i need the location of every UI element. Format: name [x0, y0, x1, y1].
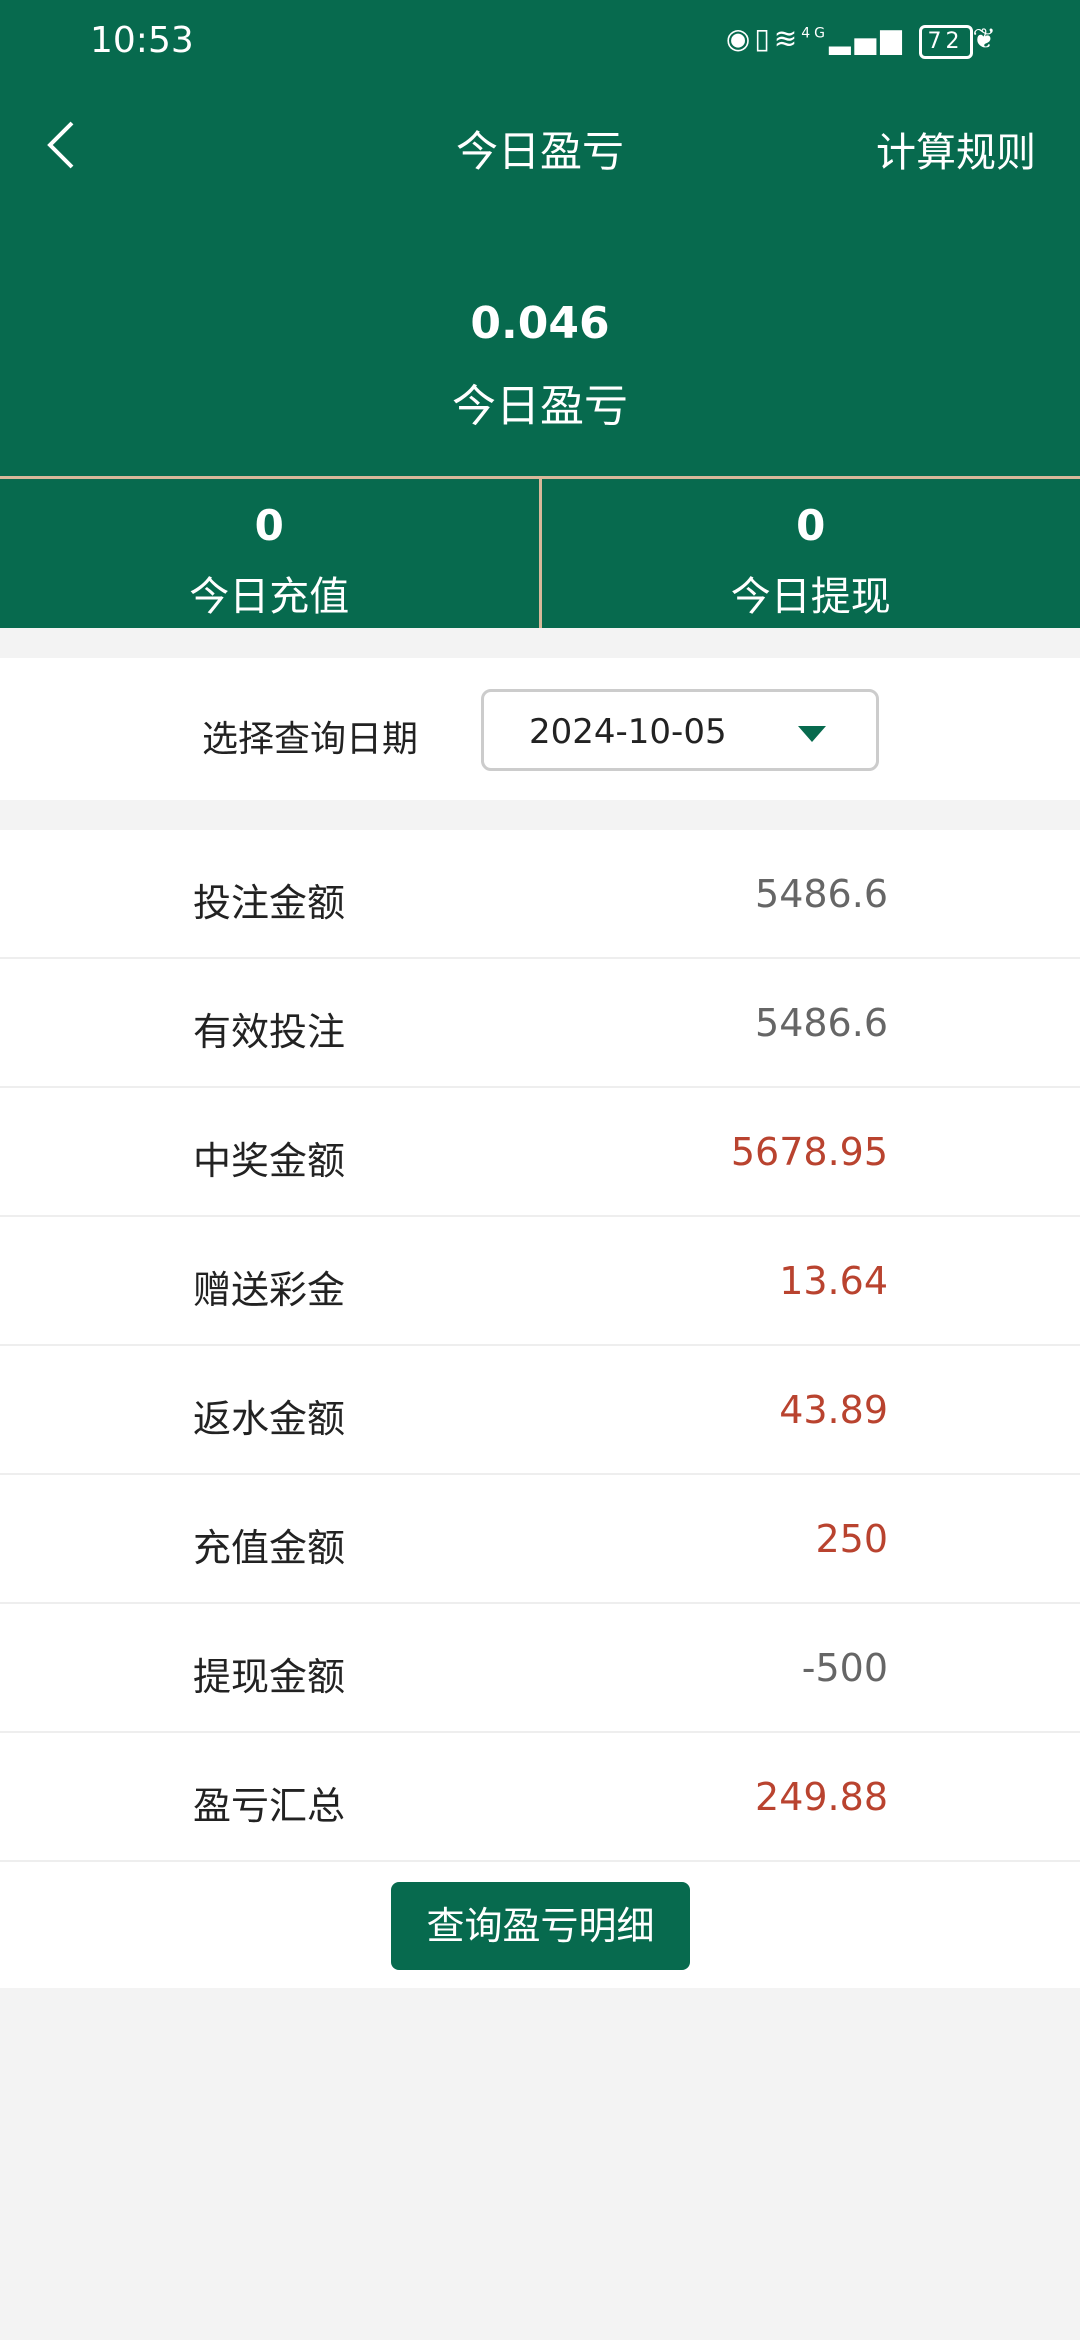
list-item: 投注金额 5486.6 — [0, 830, 1080, 959]
stat-recharge: 0 今日充值 — [0, 479, 539, 628]
stat-label: 今日充值 — [189, 574, 350, 620]
item-value: 13.64 — [779, 1259, 888, 1303]
list-item: 提现金额 -500 — [0, 1604, 1080, 1733]
header: 10:53 ◉▯≋4G▂▄▆ 72 ❦ 今日盈亏 计算规则 0.046 今日盈亏 — [0, 0, 1080, 476]
item-label: 提现金额 — [193, 1655, 346, 1699]
list-item: 赠送彩金 13.64 — [0, 1217, 1080, 1346]
item-label: 充值金额 — [193, 1526, 346, 1570]
item-value: 249.88 — [755, 1775, 888, 1819]
date-select[interactable]: 2024-10-05 — [481, 689, 879, 771]
vibrate-icon: ▯ — [754, 22, 774, 55]
footer: 查询盈亏明细 — [0, 1862, 1080, 1988]
battery-icon: 72 — [918, 25, 973, 59]
stat-value: 0 — [254, 501, 284, 550]
leaf-icon: ❦ — [972, 22, 1000, 55]
eye-icon: ◉ — [725, 22, 755, 55]
item-value: 250 — [815, 1517, 888, 1561]
stat-withdraw: 0 今日提现 — [538, 479, 1080, 628]
list-item: 中奖金额 5678.95 — [0, 1088, 1080, 1217]
page-title: 今日盈亏 — [455, 127, 624, 176]
caret-down-icon — [798, 726, 826, 742]
item-label: 有效投注 — [193, 1010, 346, 1054]
back-icon[interactable] — [40, 115, 100, 175]
wifi-icon: ≋ — [773, 22, 802, 55]
list-item: 充值金额 250 — [0, 1475, 1080, 1604]
stat-label: 今日提现 — [730, 574, 891, 620]
item-value: -500 — [801, 1646, 888, 1690]
query-details-button[interactable]: 查询盈亏明细 — [391, 1882, 690, 1970]
item-label: 投注金额 — [193, 881, 346, 925]
network-type: 4G — [801, 25, 830, 42]
item-label: 赠送彩金 — [193, 1268, 346, 1312]
today-profit-value: 0.046 — [470, 298, 610, 349]
status-icons: ◉▯≋4G▂▄▆ 72 ❦ — [726, 22, 1000, 59]
signal-icon: ▂▄▆ — [829, 22, 906, 55]
date-label: 选择查询日期 — [202, 719, 419, 760]
list-item: 有效投注 5486.6 — [0, 959, 1080, 1088]
date-filter: 选择查询日期 2024-10-05 — [0, 658, 1080, 800]
item-value: 5678.95 — [730, 1130, 888, 1174]
item-value: 5486.6 — [755, 872, 888, 916]
list-item: 返水金额 43.89 — [0, 1346, 1080, 1475]
item-label: 返水金额 — [193, 1397, 346, 1441]
date-value: 2024-10-05 — [529, 712, 727, 752]
today-profit-label: 今日盈亏 — [452, 381, 628, 432]
summary-list: 投注金额 5486.6 有效投注 5486.6 中奖金额 5678.95 赠送彩金 13.64… — [0, 830, 1080, 1862]
calculation-rules-link[interactable]: 计算规则 — [876, 130, 1036, 176]
stat-value: 0 — [796, 501, 826, 550]
item-value: 5486.6 — [755, 1001, 888, 1045]
status-time: 10:53 — [90, 20, 194, 61]
list-item: 盈亏汇总 249.88 — [0, 1733, 1080, 1862]
item-value: 43.89 — [779, 1388, 888, 1432]
item-label: 盈亏汇总 — [193, 1784, 346, 1828]
stats-bar: 0 今日充值 0 今日提现 — [0, 476, 1080, 628]
item-label: 中奖金额 — [193, 1139, 346, 1183]
